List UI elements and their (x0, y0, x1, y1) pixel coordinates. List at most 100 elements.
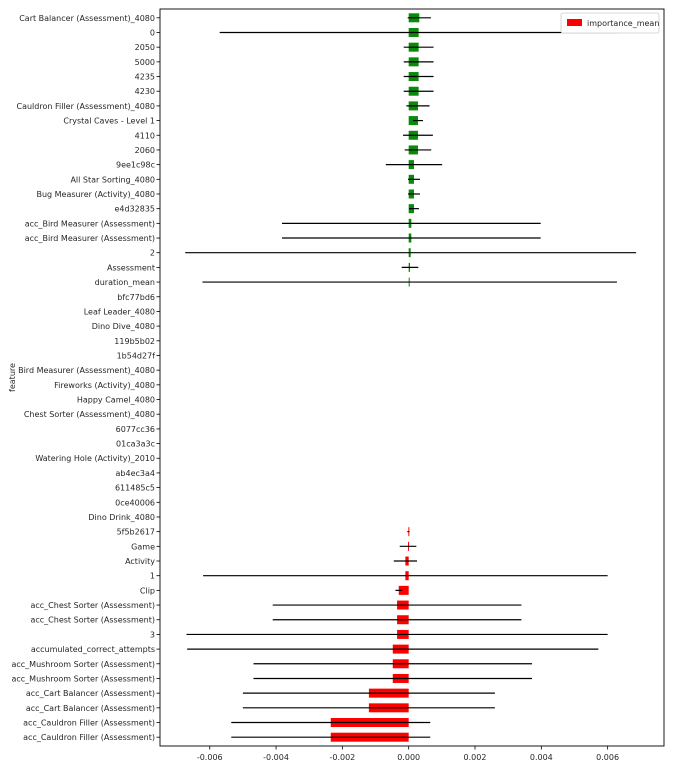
y-tick-label: acc_Mushroom Sorter (Assessment) (11, 674, 155, 683)
bar-row (408, 174, 420, 184)
bar-row (272, 600, 522, 610)
x-tick-label: 0.002 (464, 753, 487, 762)
bar-row (403, 57, 434, 67)
y-tick-label: Happy Camel_4080 (77, 396, 155, 405)
y-tick-label: Bird Measurer (Assessment)_4080 (18, 366, 155, 375)
y-tick-label: 611485c5 (115, 484, 155, 493)
y-tick-label: 2050 (135, 43, 155, 52)
y-tick-label: acc_Bird Measurer (Assessment) (25, 219, 155, 228)
bar-row (187, 644, 599, 654)
bar-row (403, 42, 434, 52)
x-tick-label: -0.002 (329, 753, 355, 762)
y-tick-label: Cart Balancer (Assessment)_4080 (19, 14, 155, 23)
y-tick-label: Chest Sorter (Assessment)_4080 (24, 410, 155, 419)
y-tick-label: 2 (150, 249, 155, 258)
bar (398, 585, 409, 595)
bar-row (242, 688, 495, 698)
bar-row (403, 86, 434, 96)
y-tick-label: accumulated_correct_attempts (31, 645, 155, 654)
y-tick-label: Assessment (107, 263, 155, 272)
bar-row (401, 262, 419, 272)
y-tick-label: 1 (150, 572, 155, 581)
y-tick-label: Leaf Leader_4080 (84, 307, 155, 316)
y-tick-label: All Star Sorting_4080 (70, 175, 155, 184)
y-tick-label: acc_Cart Balancer (Assessment) (26, 704, 155, 713)
bar-row (253, 673, 533, 683)
y-tick-label: ab4ec3a4 (116, 469, 155, 478)
y-tick-label: Watering Hole (Activity)_2010 (35, 454, 155, 463)
y-tick-label: 3 (150, 630, 155, 639)
bar-row (242, 703, 495, 713)
y-tick-label: acc_Chest Sorter (Assessment) (30, 601, 155, 610)
bar-row (282, 233, 541, 243)
x-tick-label: 0.006 (596, 753, 619, 762)
y-tick-label: Cauldron Filler (Assessment)_4080 (16, 102, 155, 111)
bar-row (403, 72, 434, 82)
bar-row (407, 13, 431, 23)
y-tick-label: e4d32835 (114, 205, 155, 214)
bar-row (395, 585, 409, 595)
y-tick-label: 1b54d27f (117, 351, 156, 360)
bar-row (408, 116, 423, 126)
y-tick-label: Fireworks (Activity)_4080 (54, 381, 155, 390)
y-tick-label: 2060 (135, 146, 155, 155)
y-axis-label: feature (8, 363, 17, 392)
bar-row (404, 145, 432, 155)
plot-frame (159, 8, 665, 747)
y-tick-label: acc_Chest Sorter (Assessment) (30, 616, 155, 625)
legend-box (560, 12, 660, 34)
bar-row (393, 556, 417, 566)
y-tick-label: 0 (150, 28, 155, 37)
y-tick-label: 4235 (135, 73, 155, 82)
y-tick-label: 9ee1c98c (116, 161, 155, 170)
x-tick-label: -0.006 (197, 753, 223, 762)
y-tick-label: acc_Cauldron Filler (Assessment) (23, 733, 155, 742)
y-tick-label: duration_mean (95, 278, 155, 287)
legend-swatch (567, 19, 582, 26)
bar-row (272, 615, 522, 625)
bar-row (231, 732, 431, 742)
y-tick-label: Clip (140, 586, 155, 595)
y-tick-label: Dino Drink_4080 (88, 513, 155, 522)
y-tick-label: Activity (125, 557, 155, 566)
y-tick-label: Crystal Caves - Level 1 (63, 117, 155, 126)
y-tick-label: Game (131, 542, 155, 551)
y-tick-label: acc_Bird Measurer (Assessment) (25, 234, 155, 243)
y-tick-label: Dino Dive_4080 (92, 322, 155, 331)
bar-row (186, 629, 608, 639)
x-tick-label: 0.004 (530, 753, 553, 762)
bar-row (185, 248, 637, 258)
bar-row (202, 277, 617, 287)
y-tick-label: 5000 (135, 58, 155, 67)
bar-row (231, 718, 431, 728)
bar-row (406, 101, 430, 111)
bar-row (203, 571, 608, 581)
bar-row (408, 204, 419, 214)
bar-row (253, 659, 533, 669)
y-tick-label: 6077cc36 (116, 425, 155, 434)
bar-row (408, 189, 420, 199)
y-tick-label: acc_Mushroom Sorter (Assessment) (11, 660, 155, 669)
y-tick-label: bfc77bd6 (117, 293, 155, 302)
bar-row (385, 160, 443, 170)
bar-row (219, 27, 618, 37)
bar-row (403, 130, 433, 140)
x-tick-label: 0.000 (397, 753, 420, 762)
bar-row (399, 541, 417, 551)
x-tick-label: -0.004 (263, 753, 289, 762)
legend: importance_mean (560, 12, 660, 34)
y-tick-label: 4110 (135, 131, 155, 140)
legend-label: importance_mean (587, 19, 659, 28)
y-tick-label: Bug Measurer (Activity)_4080 (36, 190, 155, 199)
y-tick-label: 5f5b2617 (117, 528, 155, 537)
y-tick-label: 4230 (135, 87, 155, 96)
bar-row (407, 527, 410, 537)
y-tick-label: acc_Cart Balancer (Assessment) (26, 689, 155, 698)
y-tick-label: acc_Cauldron Filler (Assessment) (23, 719, 155, 728)
bar-row (282, 218, 541, 228)
y-tick-label: 01ca3a3c (116, 440, 155, 449)
y-tick-label: 0ce40006 (115, 498, 155, 507)
y-tick-label: 119b5b02 (114, 337, 155, 346)
